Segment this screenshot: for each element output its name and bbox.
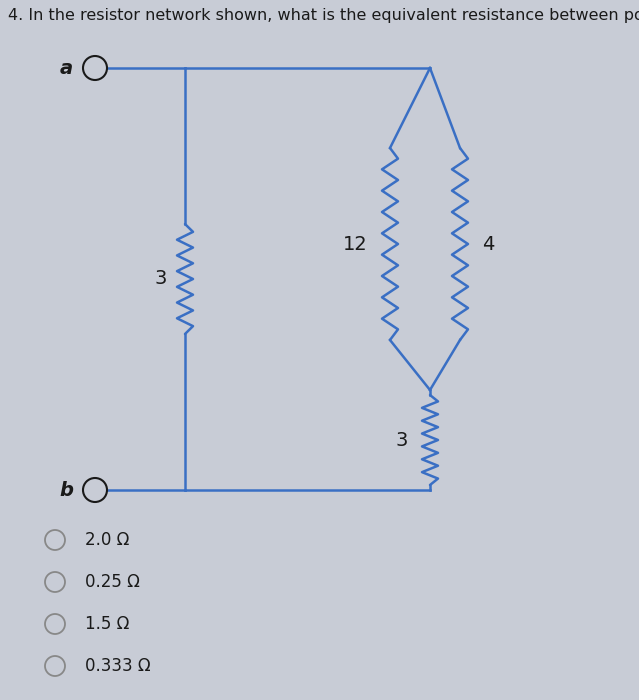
Text: 3: 3 [396, 430, 408, 449]
Circle shape [83, 478, 107, 502]
Text: 0.333 Ω: 0.333 Ω [85, 657, 151, 675]
Text: 4: 4 [482, 234, 495, 253]
Text: 4. In the resistor network shown, what is the equivalent resistance between poin: 4. In the resistor network shown, what i… [8, 8, 639, 23]
Text: 2.0 Ω: 2.0 Ω [85, 531, 129, 549]
Circle shape [45, 614, 65, 634]
Text: 3: 3 [155, 270, 167, 288]
Circle shape [45, 656, 65, 676]
Circle shape [83, 56, 107, 80]
Text: a: a [60, 59, 73, 78]
Circle shape [45, 530, 65, 550]
Text: 12: 12 [343, 234, 368, 253]
Text: b: b [59, 480, 73, 500]
Circle shape [45, 572, 65, 592]
Text: 0.25 Ω: 0.25 Ω [85, 573, 140, 591]
Text: 1.5 Ω: 1.5 Ω [85, 615, 129, 633]
